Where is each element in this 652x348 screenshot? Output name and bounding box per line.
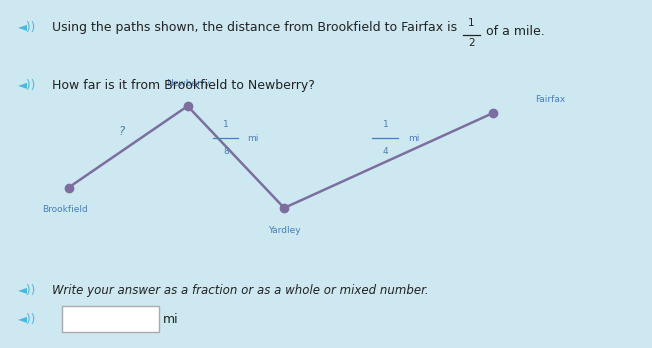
Text: ◄)): ◄)) xyxy=(18,313,37,326)
Text: Fairfax: Fairfax xyxy=(535,95,565,104)
Text: 1: 1 xyxy=(383,120,389,129)
Text: 8: 8 xyxy=(224,148,229,156)
Text: of a mile.: of a mile. xyxy=(486,25,544,38)
Text: Write your answer as a fraction or as a whole or mixed number.: Write your answer as a fraction or as a … xyxy=(52,284,429,298)
Text: Newberry: Newberry xyxy=(166,79,209,88)
Text: ◄)): ◄)) xyxy=(18,79,37,92)
Text: ◄)): ◄)) xyxy=(18,284,37,298)
Text: 1: 1 xyxy=(224,120,229,129)
Text: ◄)): ◄)) xyxy=(18,21,37,34)
Text: 1: 1 xyxy=(468,18,475,28)
Text: 4: 4 xyxy=(383,148,389,156)
Text: Yardley: Yardley xyxy=(268,226,301,235)
Text: How far is it from Brookfield to Newberry?: How far is it from Brookfield to Newberr… xyxy=(52,79,316,92)
Text: 2: 2 xyxy=(468,38,475,48)
Text: mi: mi xyxy=(163,313,179,326)
Text: Brookfield: Brookfield xyxy=(42,205,88,214)
Text: Using the paths shown, the distance from Brookfield to Fairfax is: Using the paths shown, the distance from… xyxy=(52,21,462,34)
FancyBboxPatch shape xyxy=(62,307,158,332)
Text: mi: mi xyxy=(248,134,259,143)
Text: ?: ? xyxy=(119,125,125,138)
Text: mi: mi xyxy=(408,134,419,143)
